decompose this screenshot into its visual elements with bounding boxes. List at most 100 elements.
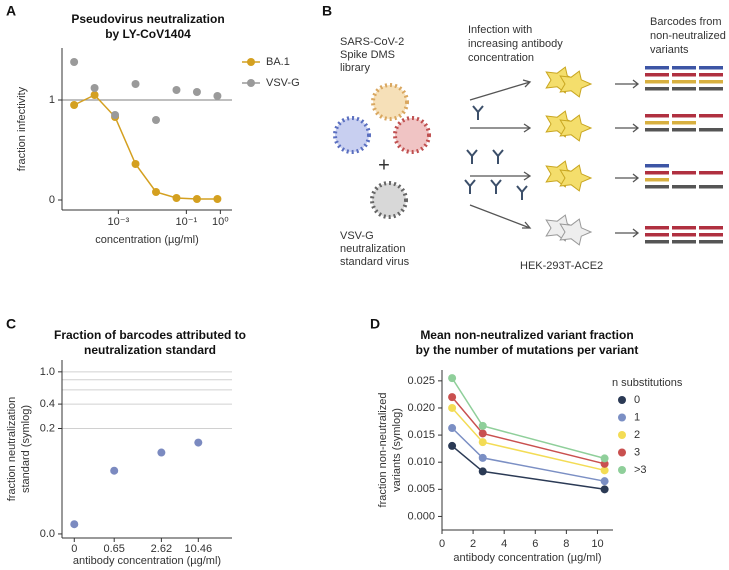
barcode xyxy=(699,80,723,84)
data-point xyxy=(111,111,120,119)
data-point xyxy=(70,520,79,529)
barcode xyxy=(699,185,723,189)
data-point xyxy=(157,448,166,457)
barcode xyxy=(699,233,723,237)
chart-title: Fraction of barcodes attributed to xyxy=(54,328,246,342)
barcode xyxy=(699,87,723,91)
x-tick-label: 2.62 xyxy=(151,543,172,555)
x-tick-label: 10⁻¹ xyxy=(175,216,197,228)
cell xyxy=(559,164,593,192)
barcode xyxy=(699,114,723,118)
barcode xyxy=(645,233,669,237)
data-point xyxy=(70,58,79,66)
y-tick-label: 0.005 xyxy=(407,483,435,495)
data-point xyxy=(600,466,609,475)
legend-marker xyxy=(618,396,626,404)
barcode xyxy=(645,87,669,91)
y-axis-label: standard (symlog) xyxy=(20,405,32,493)
diagram-text: increasing antibody xyxy=(468,38,563,50)
x-tick-label: 2 xyxy=(470,538,476,550)
legend-marker xyxy=(618,431,626,439)
panel-label: C xyxy=(6,316,16,332)
cell xyxy=(559,114,593,142)
diagram-text: SARS-CoV-2 xyxy=(340,36,404,48)
barcode xyxy=(672,87,696,91)
diagram: SARS-CoV-2 Spike DMS library + VSV-G neu… xyxy=(333,16,726,272)
data-point xyxy=(110,466,119,475)
barcode xyxy=(645,240,669,244)
barcode xyxy=(672,66,696,70)
barcode xyxy=(699,240,723,244)
barcode xyxy=(645,226,669,230)
x-tick-label: 0 xyxy=(71,543,77,555)
data-point xyxy=(131,80,140,88)
barcode xyxy=(672,240,696,244)
series-line xyxy=(73,94,218,200)
legend-label: 2 xyxy=(634,429,640,441)
barcode xyxy=(699,73,723,77)
barcode xyxy=(672,185,696,189)
chart-title: by the number of mutations per variant xyxy=(416,343,639,357)
diagram-text: HEK-293T-ACE2 xyxy=(520,260,603,272)
data-point xyxy=(172,194,181,202)
cell xyxy=(559,218,593,246)
series-line xyxy=(451,427,605,482)
x-tick-label: 10⁻³ xyxy=(107,216,129,228)
data-point xyxy=(478,453,487,462)
data-point xyxy=(478,467,487,476)
legend-marker xyxy=(247,58,255,66)
diagram-text: standard virus xyxy=(340,256,410,268)
legend-marker xyxy=(247,79,255,87)
diagram-text: Spike DMS xyxy=(340,49,395,61)
legend-marker xyxy=(618,413,626,422)
diagram-text: library xyxy=(340,62,370,74)
diagram-text: Barcodes from xyxy=(650,16,722,28)
data-point xyxy=(131,160,140,168)
x-tick-label: 0 xyxy=(439,538,445,550)
data-point xyxy=(600,454,609,463)
legend-label: 0 xyxy=(634,394,640,406)
data-point xyxy=(600,485,609,494)
virus xyxy=(333,83,431,219)
chart-title: Mean non-neutralized variant fraction xyxy=(420,328,633,342)
series-line xyxy=(451,407,605,472)
legend-marker xyxy=(618,466,626,474)
data-point xyxy=(90,84,99,92)
antibodies xyxy=(464,105,528,200)
diagram-text: concentration xyxy=(468,52,534,64)
x-tick-label: 6 xyxy=(532,538,538,550)
data-point xyxy=(600,477,609,486)
barcode xyxy=(645,114,669,118)
barcode xyxy=(672,128,696,132)
barcode xyxy=(672,114,696,118)
barcode xyxy=(699,226,723,230)
x-axis-label: concentration (µg/ml) xyxy=(95,234,199,246)
data-point xyxy=(194,438,203,447)
series-line xyxy=(451,377,605,460)
y-tick-label: 0.025 xyxy=(407,375,435,387)
y-tick-label: 0.4 xyxy=(40,398,55,410)
barcode xyxy=(672,80,696,84)
y-tick-label: 0.0 xyxy=(40,528,55,540)
y-axis-label: variants (symlog) xyxy=(391,408,403,492)
legend-label: BA.1 xyxy=(266,56,290,68)
y-tick-label: 0.010 xyxy=(407,456,435,468)
data-point xyxy=(213,92,222,100)
y-tick-label: 0.020 xyxy=(407,402,435,414)
legend-label: >3 xyxy=(634,464,647,476)
data-point xyxy=(172,86,181,94)
barcode xyxy=(672,73,696,77)
y-axis-label: fraction non-neutralized xyxy=(377,393,389,508)
legend-label: 3 xyxy=(634,446,640,458)
y-axis-label: fraction neutralization xyxy=(6,397,18,502)
diagram-text: Infection with xyxy=(468,24,532,36)
data-point xyxy=(152,188,161,196)
barcode xyxy=(699,128,723,132)
data-point xyxy=(192,88,201,96)
data-point xyxy=(478,438,487,447)
cell xyxy=(559,70,593,98)
panel-label: A xyxy=(6,3,16,19)
y-tick-label: 1.0 xyxy=(40,366,55,378)
data-point xyxy=(448,403,457,412)
